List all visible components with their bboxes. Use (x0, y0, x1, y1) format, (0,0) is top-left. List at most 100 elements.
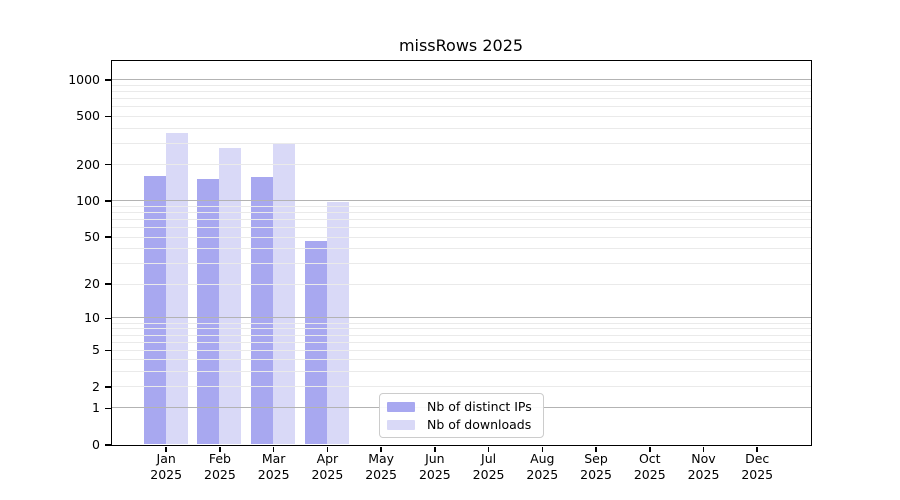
x-tick-label: Jun 2025 (405, 451, 465, 482)
x-tick-year: 2025 (580, 466, 612, 482)
x-tick-month: Jan (156, 451, 176, 466)
grid-line-minor (111, 328, 811, 330)
x-tick-year: 2025 (687, 466, 720, 482)
x-tick-month: Apr (316, 451, 339, 466)
y-tick-mark (104, 317, 111, 320)
grid-line-minor (111, 212, 811, 214)
x-tick-mark (434, 446, 436, 452)
grid-line-minor (111, 359, 811, 361)
legend-swatch-distinct-ips-icon (387, 401, 415, 412)
y-tick-mark (104, 407, 111, 410)
x-tick-label: Jul 2025 (459, 451, 519, 482)
x-tick-year: 2025 (204, 466, 236, 482)
x-tick-year: 2025 (633, 466, 666, 482)
x-tick-year: 2025 (526, 466, 559, 482)
legend-label-downloads: Nb of downloads (427, 417, 532, 432)
bar-downloads-jan (165, 132, 188, 445)
bar-distinct-ips-jan (143, 175, 166, 445)
legend-item-distinct-ips: Nb of distinct IPs (387, 399, 537, 414)
bar-downloads-mar (273, 143, 296, 445)
grid-line-minor (111, 91, 811, 93)
x-tick-label: May 2025 (351, 451, 411, 482)
x-tick-mark (272, 446, 275, 452)
x-tick-mark (702, 446, 705, 452)
x-tick-month: Sep (584, 451, 608, 466)
x-tick-label: Aug 2025 (512, 451, 572, 482)
x-tick-year: 2025 (257, 466, 290, 482)
x-tick-label: Sep 2025 (566, 451, 626, 482)
x-tick-month: May (368, 451, 395, 466)
y-tick-label: 1 (92, 400, 100, 416)
x-tick-label: Mar 2025 (244, 451, 304, 482)
x-tick-year: 2025 (472, 466, 505, 482)
y-tick-mark (104, 200, 111, 202)
x-tick-label: Feb 2025 (190, 451, 250, 482)
grid-line-minor (111, 334, 811, 336)
x-tick-mark (487, 446, 490, 452)
y-tick-mark (104, 236, 111, 238)
y-tick-mark (104, 386, 111, 388)
grid-line-minor (111, 206, 811, 208)
grid-line-minor (111, 248, 811, 250)
x-tick-label: Oct 2025 (620, 451, 680, 482)
x-tick-year: 2025 (741, 466, 774, 482)
legend-label-distinct-ips: Nb of distinct IPs (427, 399, 532, 414)
grid-line-minor (111, 236, 811, 238)
y-tick-label: 5 (92, 342, 100, 358)
y-tick-mark (104, 349, 111, 352)
x-tick-mark (326, 446, 329, 452)
bar-downloads-feb (219, 148, 242, 445)
y-tick-label: 500 (76, 108, 100, 124)
y-tick-label: 50 (84, 229, 100, 245)
grid-line-minor (111, 371, 811, 373)
y-tick-mark (104, 79, 111, 81)
x-tick-month: Dec (745, 451, 770, 466)
x-tick-year: 2025 (150, 466, 183, 482)
grid-line-major (111, 200, 811, 202)
grid-line-minor (111, 106, 811, 108)
x-tick-year: 2025 (311, 466, 344, 482)
y-tick-label: 1000 (68, 71, 100, 87)
grid-line-minor (111, 98, 811, 100)
grid-line-minor (111, 263, 811, 265)
grid-line-minor (111, 164, 811, 166)
y-tick-label: 20 (84, 276, 100, 292)
grid-line-minor (111, 127, 811, 129)
grid-line-minor (111, 349, 811, 351)
x-tick-mark (595, 446, 597, 452)
grid-line-minor (111, 115, 811, 117)
y-tick-mark (104, 283, 111, 285)
y-tick-label: 200 (76, 156, 100, 172)
y-tick-mark (104, 444, 111, 446)
bar-distinct-ips-feb (197, 179, 220, 445)
grid-line-minor (111, 322, 811, 324)
x-tick-month: Mar (261, 451, 286, 466)
legend: Nb of distinct IPs Nb of downloads (379, 393, 544, 438)
grid-line-minor (111, 84, 811, 86)
x-tick-label: Apr 2025 (297, 451, 357, 482)
x-tick-label: Jan 2025 (136, 451, 196, 482)
legend-swatch-downloads-icon (387, 419, 415, 430)
grid-line-minor (111, 227, 811, 229)
grid-line-major (111, 78, 811, 80)
grid-line-major (111, 317, 811, 319)
x-tick-mark (649, 446, 651, 452)
y-tick-label: 100 (76, 193, 100, 209)
x-tick-month: Nov (691, 451, 716, 466)
x-tick-label: Dec 2025 (727, 451, 787, 482)
grid-line-minor (111, 386, 811, 388)
grid-line-minor (111, 219, 811, 221)
bar-distinct-ips-mar (251, 176, 274, 445)
x-tick-year: 2025 (365, 466, 398, 482)
x-tick-mark (165, 446, 167, 452)
y-tick-label: 10 (84, 310, 100, 326)
chart-title: missRows 2025 (398, 36, 524, 55)
x-tick-mark (380, 446, 382, 452)
x-tick-month: Jul (481, 451, 497, 466)
plot-area (110, 59, 812, 446)
x-tick-year: 2025 (418, 466, 451, 482)
legend-item-downloads: Nb of downloads (387, 417, 537, 432)
bar-distinct-ips-apr (304, 241, 327, 445)
y-tick-label: 2 (92, 378, 100, 394)
